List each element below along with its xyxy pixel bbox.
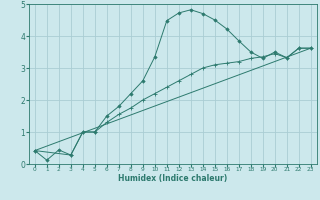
X-axis label: Humidex (Indice chaleur): Humidex (Indice chaleur)	[118, 174, 228, 183]
